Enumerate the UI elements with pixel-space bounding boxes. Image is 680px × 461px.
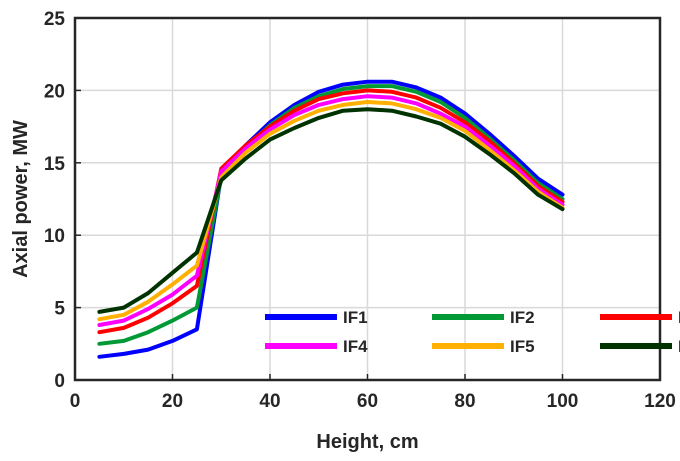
y-tick-label: 0 — [54, 371, 65, 392]
y-tick-label: 10 — [44, 226, 65, 247]
legend-label-if2: IF2 — [510, 308, 535, 327]
x-tick-label: 60 — [357, 391, 378, 412]
x-tick-label: 20 — [162, 391, 183, 412]
x-tick-label: 100 — [547, 391, 579, 412]
y-tick-label: 25 — [44, 9, 66, 30]
x-tick-label: 80 — [454, 391, 475, 412]
series-line-if6 — [97, 107, 565, 314]
series-lines — [97, 79, 565, 359]
y-tick-label: 15 — [44, 154, 66, 175]
series-line-if3 — [97, 88, 565, 335]
tick-labels: 0 20 40 60 80 100 120 0 5 10 15 20 25 — [44, 9, 676, 412]
y-tick-label: 20 — [44, 81, 65, 102]
legend-label-if6: IF6 — [678, 337, 680, 356]
series-line-if4 — [97, 94, 565, 327]
legend-label-if4: IF4 — [343, 337, 368, 356]
y-tick-label: 5 — [54, 299, 65, 320]
series-line-if2 — [97, 84, 565, 346]
x-tick-label: 0 — [70, 391, 81, 412]
x-tick-label: 40 — [259, 391, 280, 412]
x-tick-label: 120 — [644, 391, 676, 412]
legend-label-if1: IF1 — [343, 308, 368, 327]
legend-label-if5: IF5 — [510, 337, 535, 356]
x-axis-title: Height, cm — [316, 431, 418, 453]
series-line-if1 — [97, 79, 565, 359]
legend-label-if3: IF3 — [678, 308, 680, 327]
legend: IF1 IF2 IF3 IF4 IF5 IF6 — [265, 308, 680, 356]
series-line-if5 — [97, 100, 565, 322]
y-axis-title: Axial power, MW — [10, 120, 32, 278]
